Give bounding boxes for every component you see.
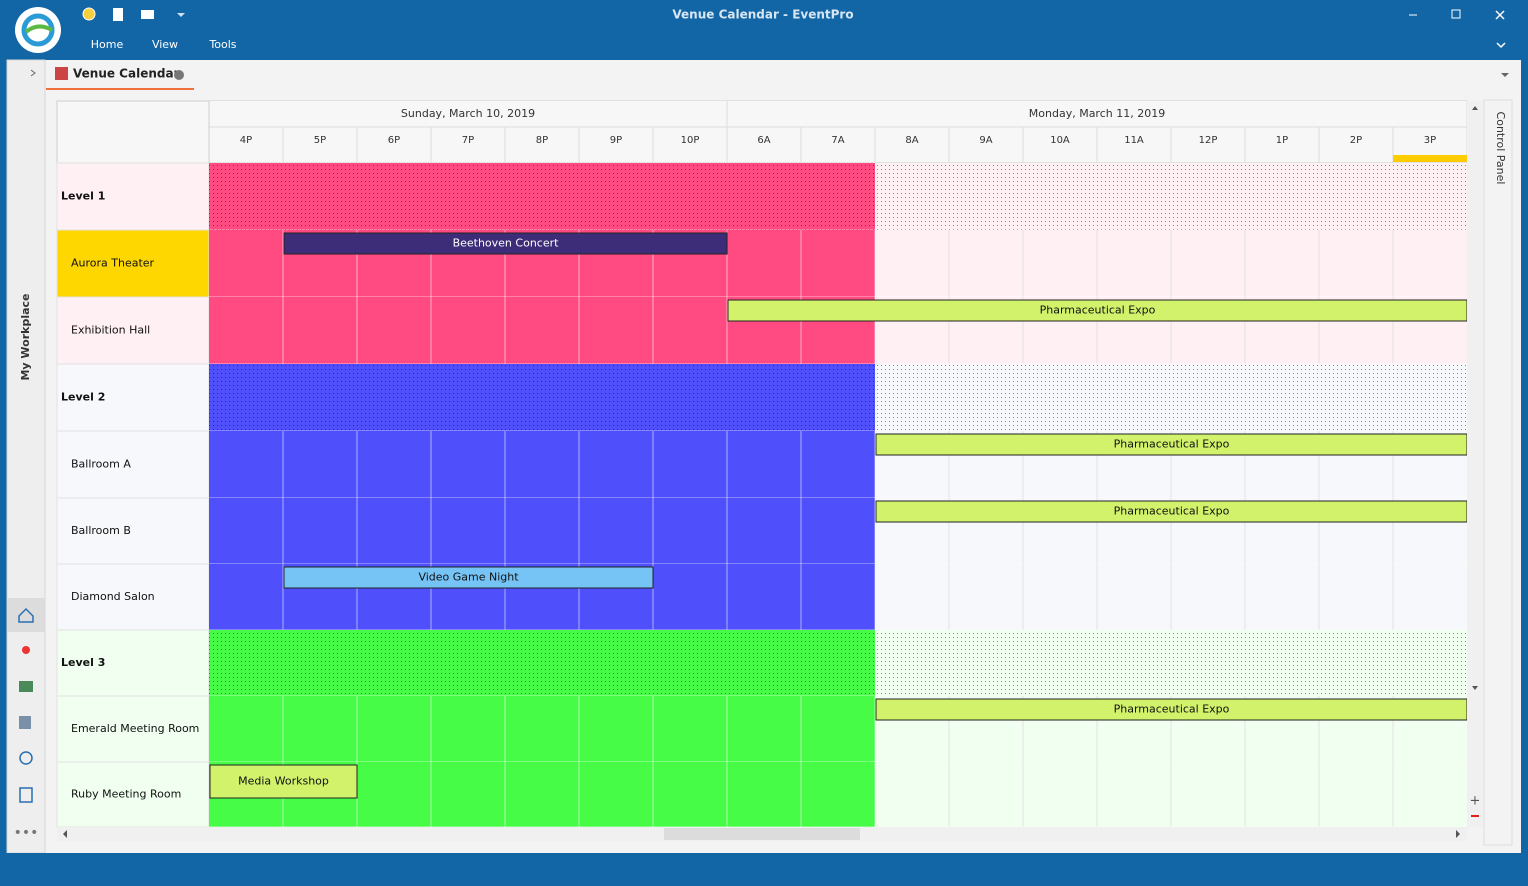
resource-cell bbox=[56, 695, 210, 763]
tab-close[interactable] bbox=[174, 70, 184, 80]
window-title: Venue Calendar - EventPro bbox=[672, 8, 853, 22]
resource-cell bbox=[56, 430, 210, 499]
hour-header: 6P bbox=[388, 135, 400, 146]
side-home-icon[interactable] bbox=[18, 607, 34, 623]
hour-header: 10A bbox=[1050, 135, 1070, 146]
side-chat-icon[interactable] bbox=[19, 751, 33, 765]
quick-dropdown[interactable] bbox=[177, 13, 185, 17]
room-name: Ballroom A bbox=[71, 458, 131, 471]
level-pattern bbox=[209, 364, 1467, 431]
resource-cell bbox=[56, 629, 210, 697]
level-pattern bbox=[209, 630, 1467, 696]
event-label: Pharmaceutical Expo bbox=[1114, 438, 1230, 451]
busy-region bbox=[209, 431, 875, 498]
event[interactable] bbox=[209, 764, 358, 799]
event-label: Media Workshop bbox=[238, 775, 329, 788]
control-panel bbox=[1483, 99, 1513, 846]
logo-swoosh bbox=[24, 24, 53, 34]
resource-cell bbox=[56, 761, 210, 828]
v-scrollbar[interactable] bbox=[1467, 101, 1483, 827]
event-label: Beethoven Concert bbox=[453, 237, 560, 250]
resource-cell bbox=[56, 229, 210, 298]
level-name: Level 3 bbox=[61, 656, 105, 669]
event-label: Pharmaceutical Expo bbox=[1114, 703, 1230, 716]
hour-header: 4P bbox=[240, 135, 252, 146]
hour-header: 5P bbox=[314, 135, 326, 146]
current-time-indicator bbox=[1393, 155, 1467, 162]
side-card-icon[interactable] bbox=[19, 681, 33, 692]
event-label: Video Game Night bbox=[418, 571, 519, 584]
tab-dropdown[interactable] bbox=[1501, 73, 1509, 77]
v-scroll-up[interactable] bbox=[1472, 106, 1478, 110]
room-name: Aurora Theater bbox=[71, 257, 155, 270]
h-scroll-left[interactable] bbox=[63, 830, 67, 838]
quick-mail[interactable] bbox=[141, 10, 154, 19]
date-header: Monday, March 11, 2019 bbox=[1029, 107, 1165, 120]
date-header: Sunday, March 10, 2019 bbox=[401, 107, 535, 120]
h-scroll-thumb[interactable] bbox=[664, 828, 860, 840]
hour-header: 10P bbox=[681, 135, 700, 146]
title-bar bbox=[0, 0, 1528, 60]
hour-header: 7A bbox=[831, 135, 844, 146]
side-more[interactable]: ••• bbox=[14, 825, 39, 841]
control-panel-label[interactable]: Control Panel bbox=[1494, 112, 1507, 185]
quick-clock[interactable] bbox=[82, 7, 96, 21]
hour-header: 9A bbox=[979, 135, 992, 146]
quick-doc[interactable] bbox=[113, 8, 123, 21]
maximize-button[interactable] bbox=[1451, 9, 1461, 19]
room-name: Ruby Meeting Room bbox=[71, 788, 181, 801]
event[interactable] bbox=[283, 232, 728, 255]
busy-region bbox=[209, 696, 875, 762]
v-scroll-down[interactable] bbox=[1472, 686, 1478, 690]
resource-cell bbox=[56, 296, 210, 365]
resource-cell bbox=[56, 162, 210, 231]
side-expand[interactable] bbox=[30, 69, 36, 77]
hour-header: 8P bbox=[536, 135, 548, 146]
tab-bar bbox=[46, 62, 1521, 90]
h-scroll-right[interactable] bbox=[1456, 830, 1460, 838]
event-label: Pharmaceutical Expo bbox=[1040, 304, 1156, 317]
menu-home[interactable]: Home bbox=[91, 38, 124, 51]
side-clipboard-icon[interactable] bbox=[19, 787, 33, 803]
side-panel bbox=[6, 59, 46, 854]
hour-header: 6A bbox=[757, 135, 770, 146]
resource-cell bbox=[56, 497, 210, 565]
hour-header: 9P bbox=[610, 135, 622, 146]
ribbon-toggle[interactable] bbox=[1496, 42, 1506, 49]
level-name: Level 1 bbox=[61, 190, 105, 203]
hour-header: 8A bbox=[905, 135, 918, 146]
close-button[interactable] bbox=[1495, 10, 1505, 20]
level-name: Level 2 bbox=[61, 391, 105, 404]
resource-cell bbox=[56, 563, 210, 631]
status-bar bbox=[0, 853, 1528, 886]
hour-header: 12P bbox=[1199, 135, 1218, 146]
level-pattern bbox=[209, 163, 1467, 230]
hour-header: 7P bbox=[462, 135, 474, 146]
side-panel-label[interactable]: My Workplace bbox=[19, 293, 32, 380]
side-home-bg bbox=[7, 598, 45, 632]
tab-title[interactable]: Venue Calendar bbox=[73, 67, 180, 81]
hour-header: 11A bbox=[1124, 135, 1144, 146]
side-report-icon[interactable] bbox=[19, 716, 31, 729]
header-bg bbox=[209, 101, 1467, 163]
room-name: Diamond Salon bbox=[71, 590, 155, 603]
tab-icon bbox=[55, 67, 68, 80]
menu-view[interactable]: View bbox=[152, 38, 178, 51]
side-pin-icon[interactable] bbox=[22, 646, 30, 654]
hour-header: 2P bbox=[1350, 135, 1362, 146]
event[interactable] bbox=[283, 566, 654, 589]
room-name: Ballroom B bbox=[71, 524, 131, 537]
busy-region bbox=[209, 498, 875, 564]
menu-tools[interactable]: Tools bbox=[208, 38, 236, 51]
event-label: Pharmaceutical Expo bbox=[1114, 505, 1230, 518]
zoom-in[interactable]: + bbox=[1470, 794, 1481, 809]
hour-header: 3P bbox=[1424, 135, 1436, 146]
hour-header: 1P bbox=[1276, 135, 1288, 146]
room-name: Emerald Meeting Room bbox=[71, 722, 199, 735]
room-name: Exhibition Hall bbox=[71, 324, 150, 337]
